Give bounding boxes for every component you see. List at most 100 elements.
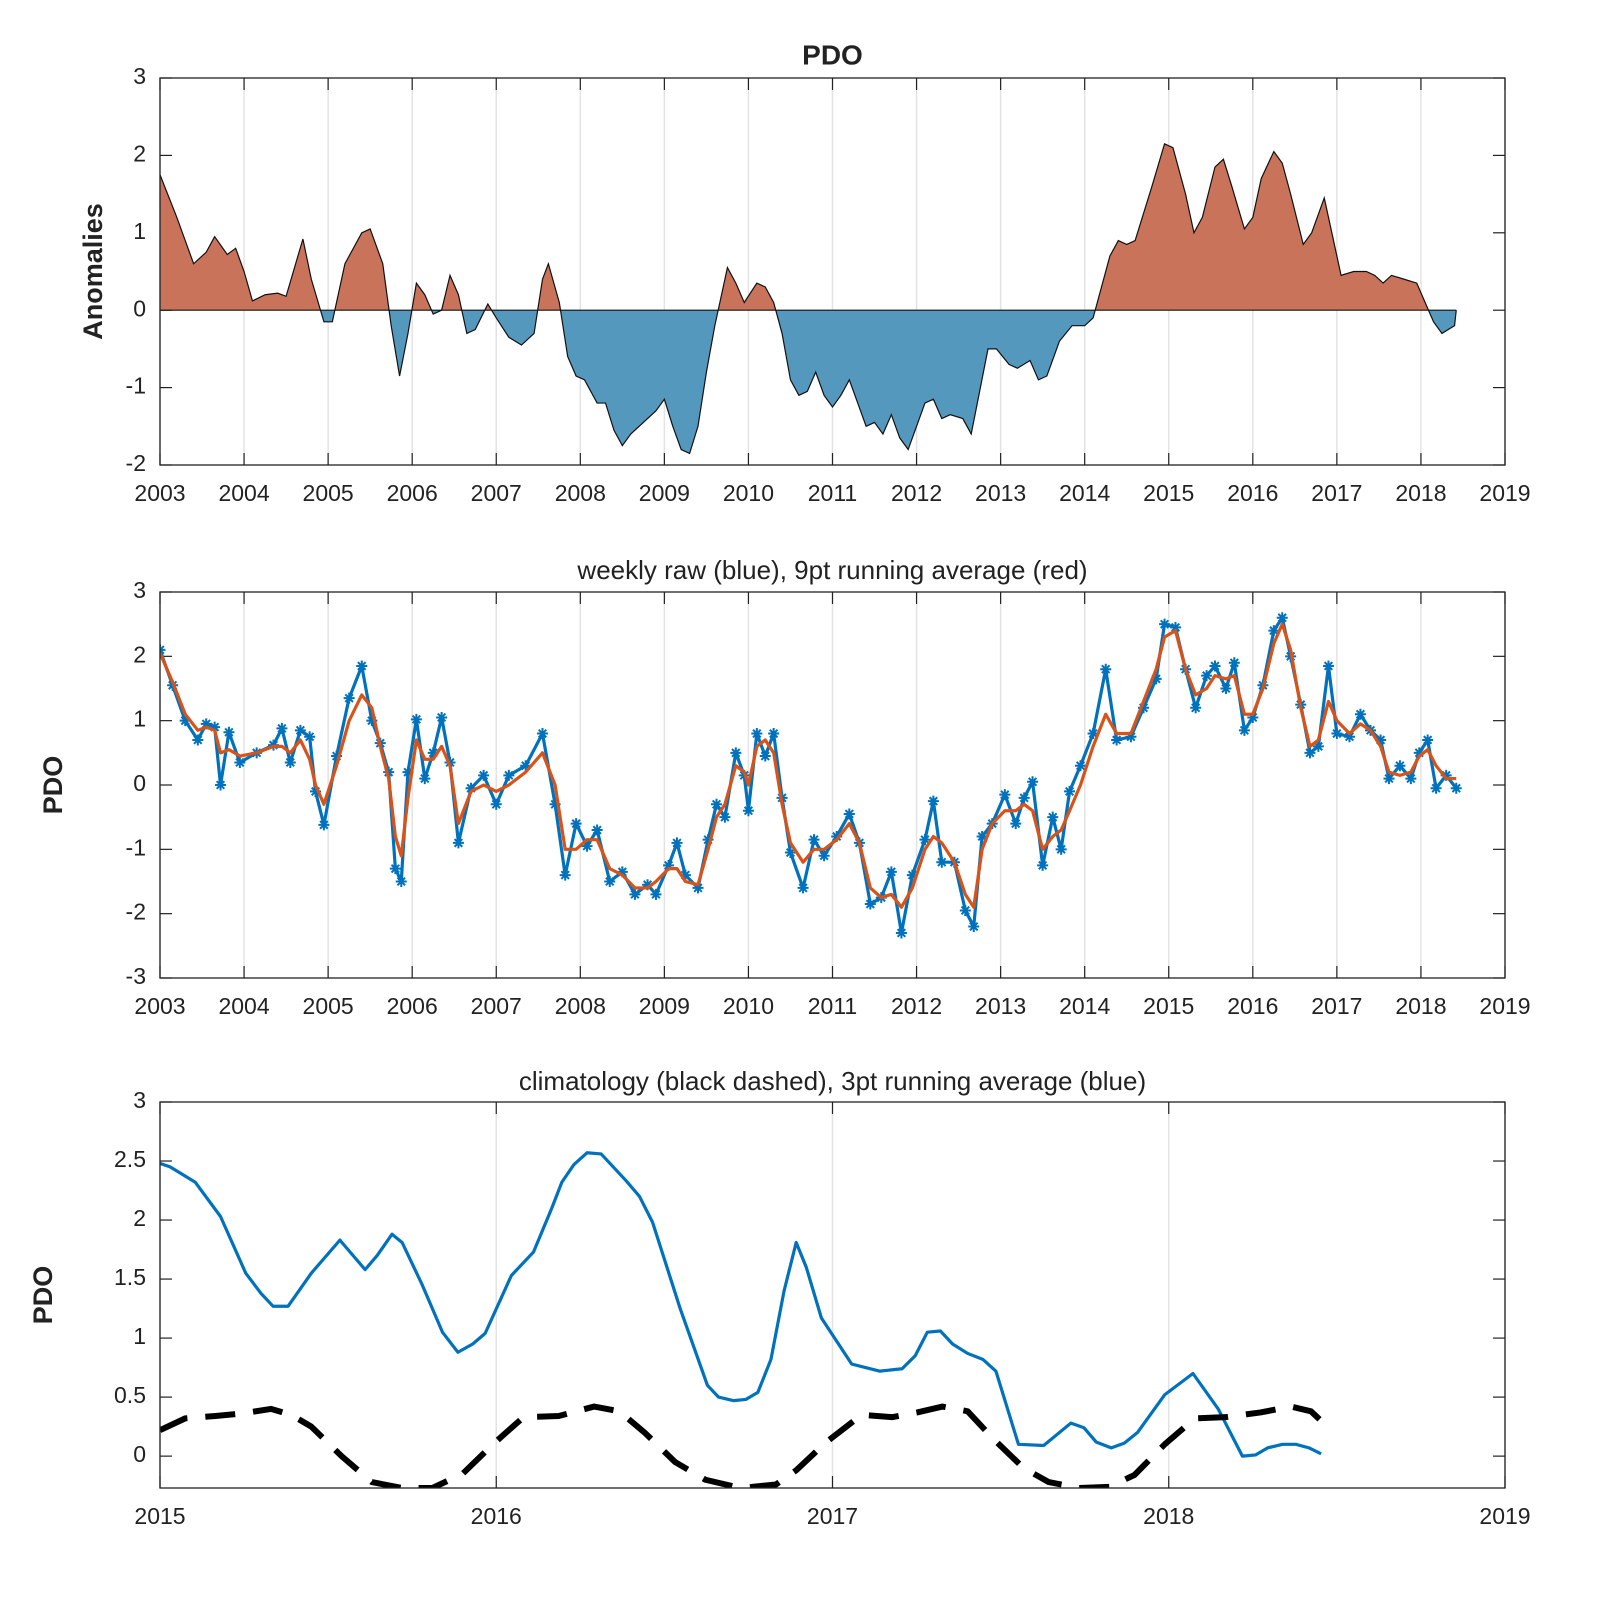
marker — [797, 882, 809, 894]
marker — [1228, 657, 1240, 669]
marker — [759, 750, 771, 762]
marker — [730, 747, 742, 759]
x-tick-label: 2009 — [639, 480, 690, 506]
marker — [234, 756, 246, 768]
marker — [1190, 702, 1202, 714]
axes-frame — [159, 1101, 1506, 1489]
x-tick-label: 2013 — [975, 480, 1026, 506]
x-tick-label: 2017 — [807, 1503, 858, 1529]
y-tick-label: -3 — [126, 963, 146, 989]
marker — [366, 715, 378, 727]
marker — [1064, 785, 1076, 797]
y-tick-label: 1 — [133, 218, 146, 244]
marker — [1322, 660, 1334, 672]
marker — [343, 692, 355, 704]
y-tick-label: 1 — [133, 1323, 146, 1349]
x-tick-label: 2013 — [975, 993, 1026, 1019]
marker — [549, 798, 561, 810]
x-tick-label: 2005 — [303, 480, 354, 506]
x-tick-label: 2009 — [639, 993, 690, 1019]
x-tick-label: 2016 — [471, 1503, 522, 1529]
x-tick-label: 2018 — [1395, 993, 1446, 1019]
marker — [885, 866, 897, 878]
marker — [642, 879, 654, 891]
marker — [976, 830, 988, 842]
marker — [478, 769, 490, 781]
plot-content — [160, 612, 1462, 939]
y-axis-label: Anomalies — [78, 203, 108, 340]
y-tick-label: 0 — [133, 295, 146, 321]
marker — [1276, 612, 1288, 624]
marker — [304, 731, 316, 743]
marker — [436, 711, 448, 723]
x-tick-label: 2016 — [1227, 993, 1278, 1019]
marker — [1422, 734, 1434, 746]
marker — [520, 760, 532, 772]
marker — [209, 721, 221, 733]
marker — [895, 927, 907, 939]
marker — [1037, 859, 1049, 871]
marker — [919, 834, 931, 846]
y-tick-label: 2 — [133, 1205, 146, 1231]
x-tick-label: 2011 — [808, 480, 857, 506]
y-axis-label: PDO — [38, 756, 68, 815]
subplot: 2003 2004 2005 2006 2007 2008 2009 2010 2011 2012… — [78, 39, 1530, 506]
x-tick-label: 2007 — [471, 480, 522, 506]
y-tick-label: 3 — [133, 577, 146, 603]
y-tick-label: 2 — [133, 140, 146, 166]
y-tick-label: 2.5 — [114, 1146, 146, 1172]
marker — [1201, 670, 1213, 682]
x-tick-label: 2012 — [891, 480, 942, 506]
marker — [784, 847, 796, 859]
marker — [310, 785, 322, 797]
marker — [581, 840, 593, 852]
marker — [692, 882, 704, 894]
negative-area — [320, 310, 1457, 454]
y-tick-label: 0 — [133, 770, 146, 796]
marker — [318, 819, 330, 831]
chart-title: PDO — [802, 39, 863, 70]
marker — [818, 850, 830, 862]
marker — [629, 888, 641, 900]
marker — [1209, 660, 1221, 672]
x-tick-label: 2015 — [1143, 993, 1194, 1019]
marker — [1018, 792, 1030, 804]
marker — [1440, 769, 1452, 781]
x-tick-label: 2004 — [218, 480, 269, 506]
axes-frame — [159, 591, 1506, 979]
marker — [1268, 625, 1280, 637]
marker — [843, 808, 855, 820]
x-tick-label: 2015 — [134, 1503, 185, 1529]
marker — [968, 921, 980, 933]
x-tick-label: 2010 — [723, 993, 774, 1019]
marker — [1304, 747, 1316, 759]
marker — [1450, 782, 1462, 794]
marker — [1430, 782, 1442, 794]
marker — [1312, 740, 1324, 752]
marker — [591, 824, 603, 836]
marker — [1010, 818, 1022, 830]
y-tick-label: -2 — [126, 899, 146, 925]
marker — [356, 660, 368, 672]
chart-title: climatology (black dashed), 3pt running … — [519, 1066, 1146, 1096]
marker — [616, 866, 628, 878]
marker — [702, 834, 714, 846]
marker — [1405, 773, 1417, 785]
marker — [768, 728, 780, 740]
marker — [383, 766, 395, 778]
y-axis-label: PDO — [28, 1266, 58, 1325]
x-tick-label: 2003 — [134, 993, 185, 1019]
marker — [1394, 760, 1406, 772]
marker — [192, 734, 204, 746]
chart-title: weekly raw (blue), 9pt running average (… — [576, 555, 1087, 585]
series-line — [160, 1403, 1334, 1488]
y-tick-label: 3 — [133, 63, 146, 89]
marker — [419, 773, 431, 785]
marker — [808, 834, 820, 846]
marker — [1375, 734, 1387, 746]
y-tick-label: -2 — [126, 450, 146, 476]
marker — [1100, 663, 1112, 675]
x-tick-label: 2008 — [555, 480, 606, 506]
marker — [1343, 731, 1355, 743]
series-line — [160, 1151, 1322, 1458]
